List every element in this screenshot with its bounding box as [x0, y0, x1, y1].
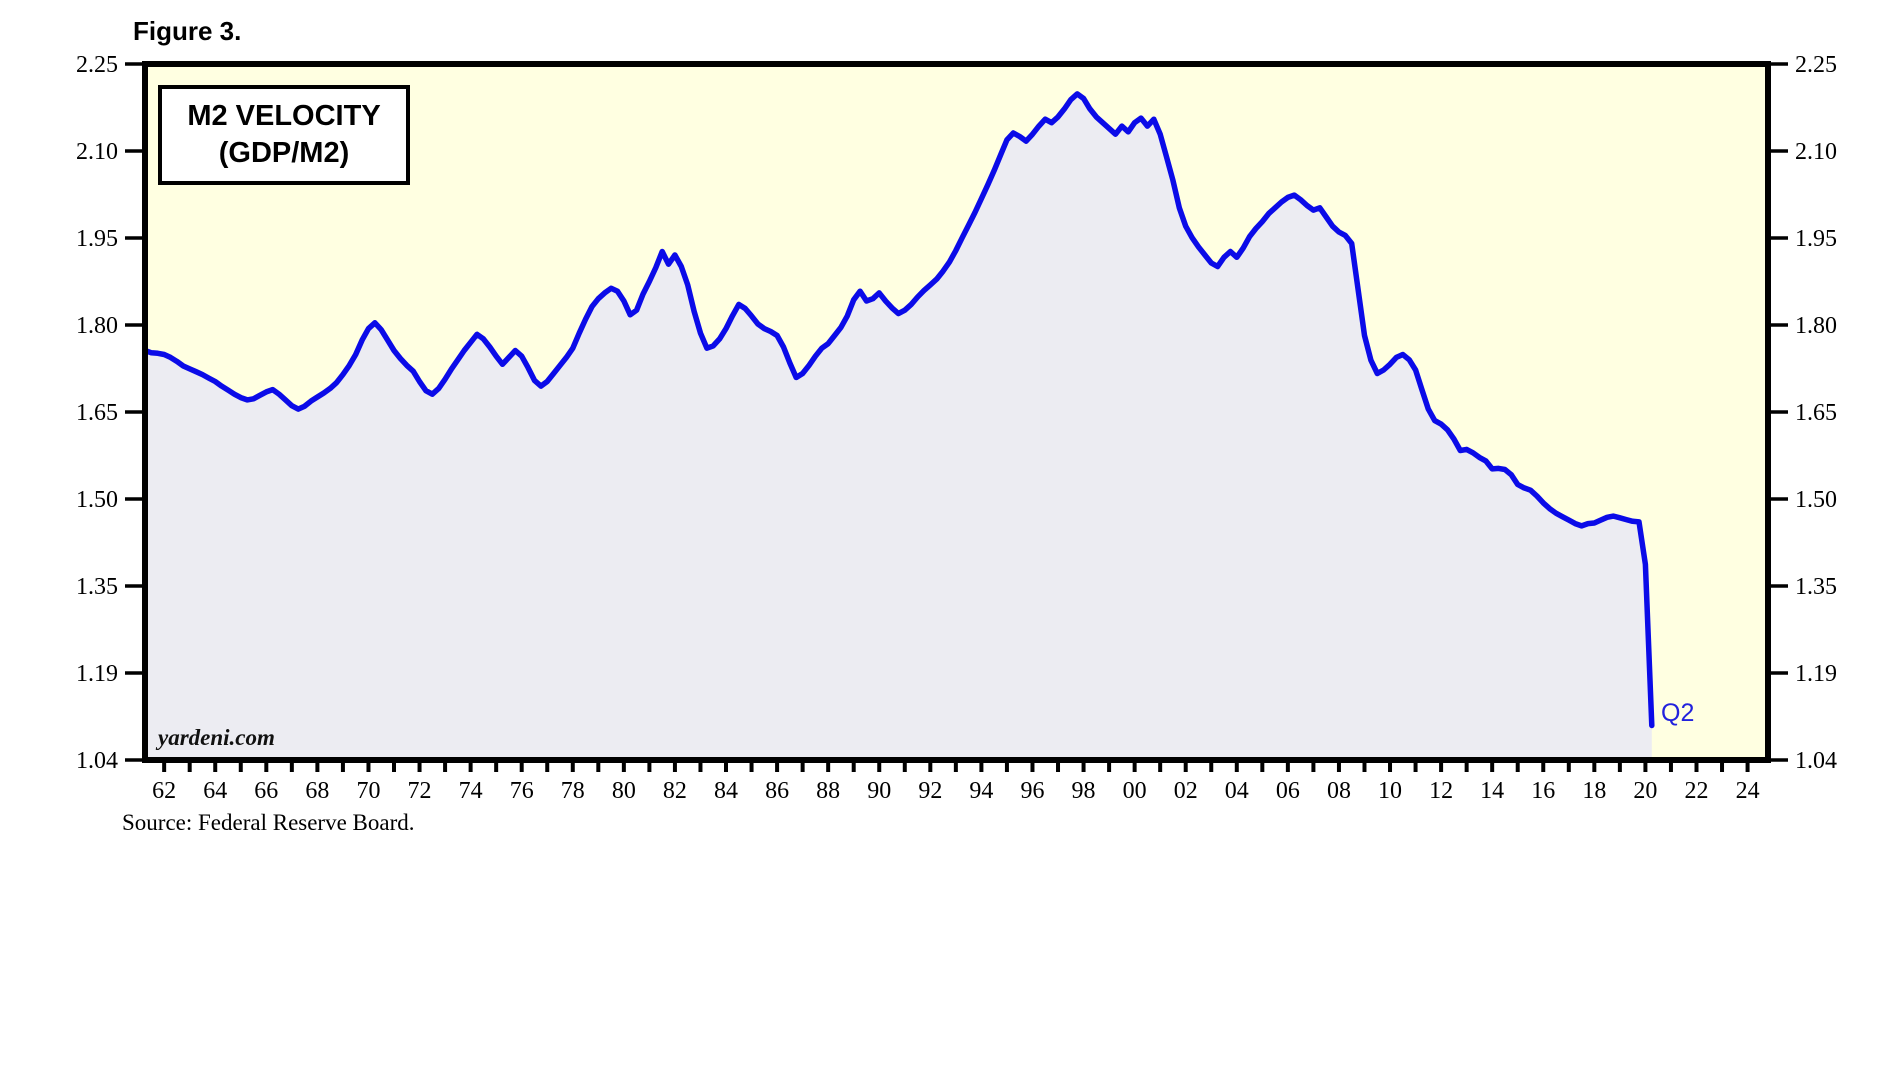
x-axis-label: 08	[1327, 778, 1351, 804]
x-axis-label: 24	[1736, 778, 1760, 804]
x-axis-label: 16	[1531, 778, 1555, 804]
x-axis-label: 62	[152, 778, 176, 804]
x-axis-label: 04	[1225, 778, 1249, 804]
x-axis-label: 00	[1123, 778, 1147, 804]
y-axis-label-left: 1.50	[76, 487, 118, 513]
x-axis-label: 72	[408, 778, 432, 804]
x-axis-label: 98	[1072, 778, 1096, 804]
x-axis-label: 68	[305, 778, 329, 804]
area-fill	[145, 93, 1652, 760]
x-axis-label: 70	[356, 778, 380, 804]
y-axis-label-right: 2.10	[1795, 139, 1837, 165]
x-axis-label: 02	[1174, 778, 1198, 804]
x-axis-label: 18	[1582, 778, 1606, 804]
x-axis-label: 10	[1378, 778, 1402, 804]
x-axis-label: 76	[510, 778, 534, 804]
x-axis-label: 96	[1020, 778, 1044, 804]
chart-title-line2: (GDP/M2)	[218, 137, 350, 169]
x-axis-label: 74	[459, 778, 483, 804]
x-axis-label: 20	[1633, 778, 1657, 804]
y-axis-label-right: 2.25	[1795, 52, 1837, 78]
source-note: Source: Federal Reserve Board.	[122, 810, 415, 835]
y-axis-label-left: 1.65	[76, 400, 118, 426]
x-axis-label: 86	[765, 778, 789, 804]
y-axis-label-left: 1.80	[76, 313, 118, 339]
x-axis-label: 92	[918, 778, 942, 804]
x-axis-label: 22	[1684, 778, 1708, 804]
y-axis-label-right: 1.95	[1795, 226, 1837, 252]
y-axis-label-right: 1.65	[1795, 400, 1837, 426]
y-axis-label-right: 1.80	[1795, 313, 1837, 339]
y-axis-label-right: 1.19	[1795, 661, 1837, 687]
axis-ticks-and-labels: 2.25 2.25 2.10 2.10 1.95 1.95 1.80 1.80 1.65 1.65…	[76, 52, 1837, 804]
y-axis-label-left: 1.35	[76, 574, 118, 600]
x-axis-label: 78	[561, 778, 585, 804]
y-axis-label-right: 1.04	[1795, 748, 1837, 774]
x-axis-label: 64	[203, 778, 227, 804]
x-axis-label: 12	[1429, 778, 1453, 804]
y-axis-label-left: 1.95	[76, 226, 118, 252]
x-axis-label: 82	[663, 778, 687, 804]
m2-velocity-line	[142, 91, 1655, 729]
x-axis-label: 88	[816, 778, 840, 804]
x-axis-label: 80	[612, 778, 636, 804]
y-axis-label-left: 1.04	[76, 748, 118, 774]
chart-title-line1: M2 VELOCITY	[187, 100, 381, 132]
x-axis-label: 06	[1276, 778, 1300, 804]
x-axis-label: 94	[969, 778, 993, 804]
y-axis-label-left: 1.19	[76, 661, 118, 687]
figure-title: Figure 3.	[133, 16, 242, 46]
x-axis-label: 90	[867, 778, 891, 804]
yardeni-watermark: yardeni.com	[158, 725, 275, 750]
x-axis-label: 14	[1480, 778, 1504, 804]
y-axis-label-right: 1.35	[1795, 574, 1837, 600]
x-axis-label: 84	[714, 778, 738, 804]
chart-title-box: M2 VELOCITY (GDP/M2)	[158, 85, 410, 185]
y-axis-label-left: 2.25	[76, 52, 118, 78]
y-axis-label-right: 1.50	[1795, 487, 1837, 513]
q2-annotation-label: Q2	[1661, 699, 1695, 727]
x-axis-label: 66	[254, 778, 278, 804]
y-axis-label-left: 2.10	[76, 139, 118, 165]
plot-border	[142, 61, 1771, 763]
